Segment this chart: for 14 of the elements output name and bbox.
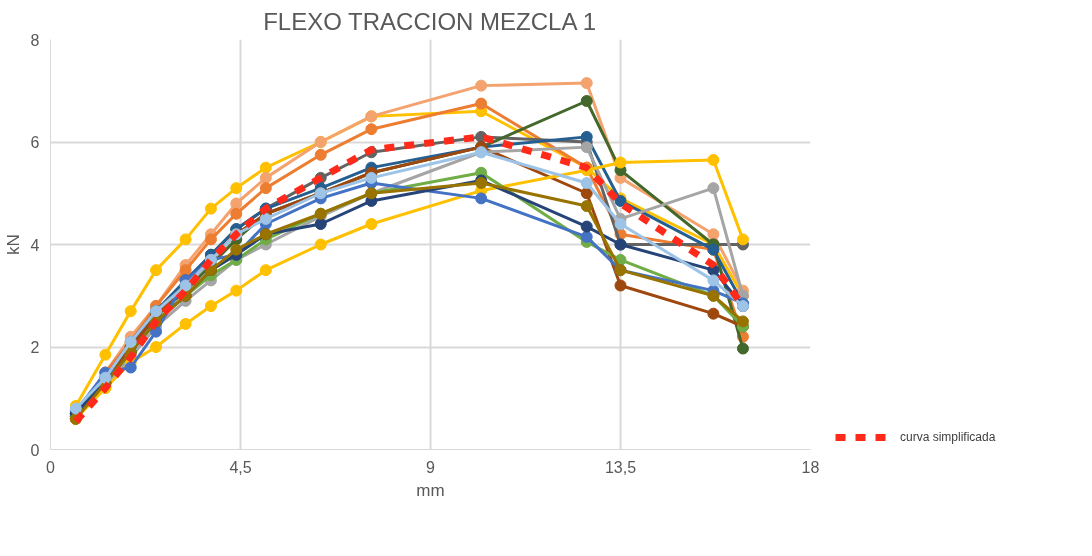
y-tick-label: 4 [30, 236, 40, 254]
x-tick-label: 18 [801, 458, 820, 476]
x-tick-label: 4,5 [229, 458, 252, 476]
x-tick-label: 9 [426, 458, 436, 476]
y-tick-label: 2 [30, 339, 40, 356]
legend-label: curva simplificada [900, 430, 996, 444]
x-tick-label: 0 [46, 458, 56, 476]
y-tick-label: 8 [30, 31, 40, 49]
y-tick-label: 6 [30, 134, 40, 151]
y-axis-title: kN [3, 234, 23, 255]
x-tick-label: 13,5 [604, 458, 637, 476]
y-tick-label: 0 [30, 441, 40, 459]
x-axis-title: mm [416, 480, 445, 500]
chart-title: FLEXO TRACCION MEZCLA 1 [263, 7, 597, 35]
